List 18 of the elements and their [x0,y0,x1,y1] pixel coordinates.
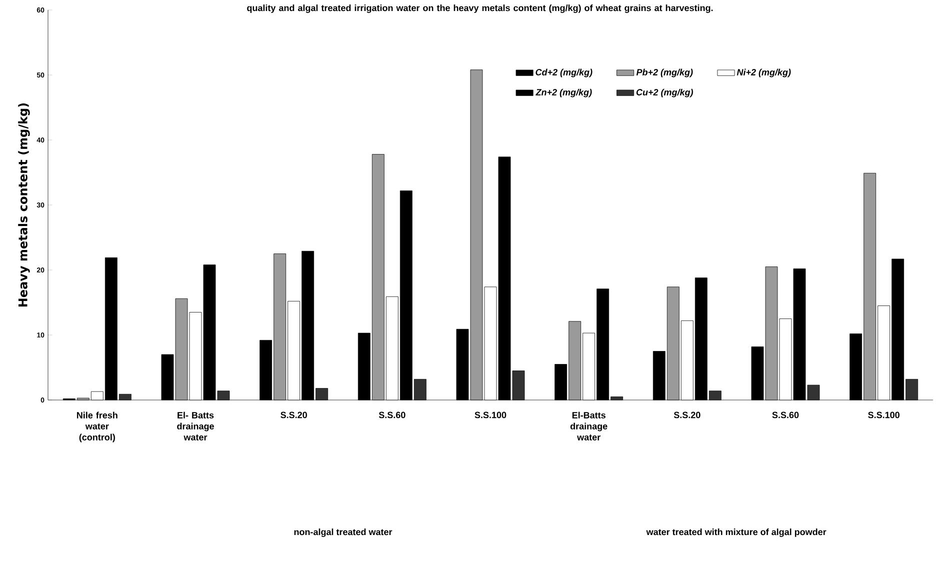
x-tick-label: S.S.20 [674,412,700,418]
x-tick-label: S.S.60 [378,412,406,418]
legend-label: Pb+2 (mg/kg) [636,68,693,78]
text: water treated with mixture of algal powder [646,528,826,537]
legend-label: Zn+2 (mg/kg) [536,88,592,98]
x-tick-label: S.S.20 [280,412,307,418]
legend-label: Cd+2 (mg/kg) [536,68,592,78]
x-tick-label: El-Batts drainage water [570,412,608,440]
legend-label: Ni+2 (mg/kg) [736,68,791,78]
y-axis-title: Heavy metals content (mg/kg) [18,103,30,307]
x-tick-label: El- Batts drainage water [177,412,214,440]
x-tick-label: S.S.100 [474,412,506,418]
x-tick-label: Nile fresh water (control) [77,412,118,442]
text: non-algal treated water [294,528,392,537]
legend-label: Cu+2 (mg/kg) [636,88,693,98]
x-tick-label: S.S.100 [868,412,900,418]
chart-title: quality and algal treated irrigation water on the heavy metals content (mg/kg) of wheat grains at harvesting. [247,4,713,13]
x-tick-label: S.S.60 [772,412,799,418]
